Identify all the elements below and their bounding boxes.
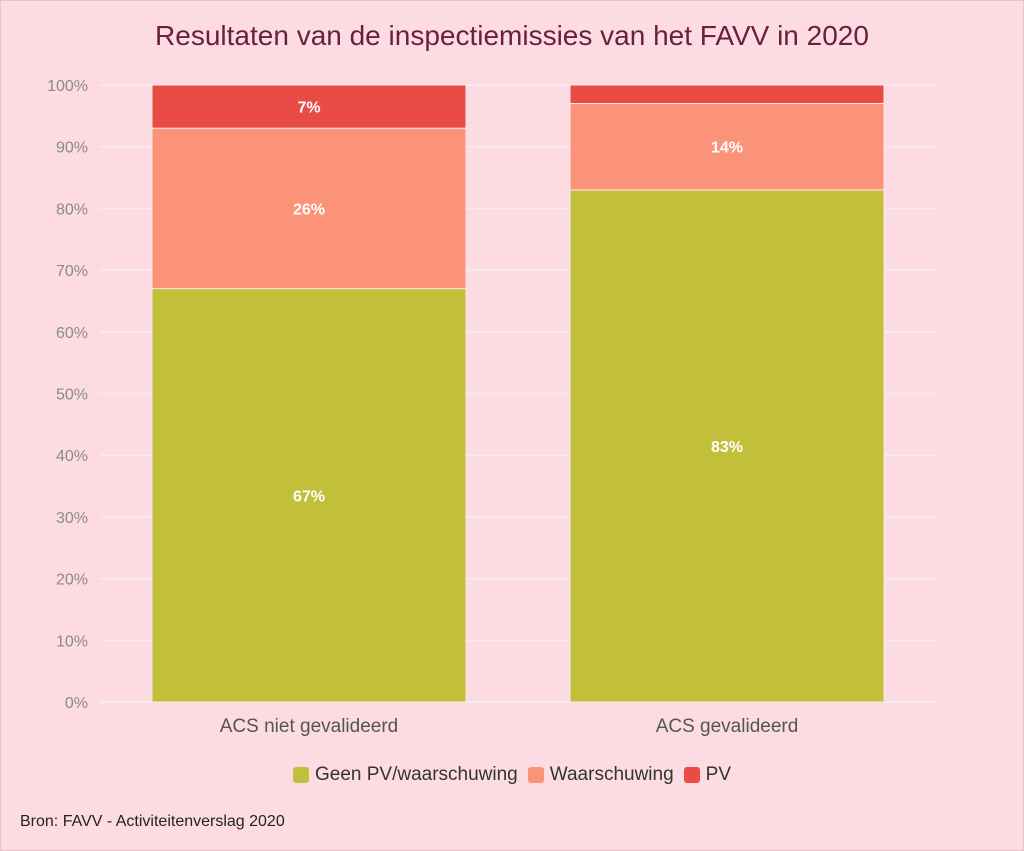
y-tick-label: 10%: [56, 633, 88, 650]
y-tick-label: 50%: [56, 387, 88, 404]
chart-title: Resultaten van de inspectiemissies van h…: [155, 20, 869, 51]
legend-label-waarschuwing: Waarschuwing: [549, 764, 674, 785]
data-label: 7%: [297, 100, 320, 117]
legend-item-pv[interactable]: PV: [683, 764, 732, 786]
legend-label-pv: PV: [705, 764, 732, 785]
data-label: 67%: [293, 488, 325, 505]
bar-segment: [569, 189, 885, 703]
bar-segment: [569, 84, 885, 105]
x-category-label: ACS gevalideerd: [656, 716, 799, 737]
legend-swatch-geen-pv: [292, 767, 309, 783]
y-tick-label: 60%: [56, 325, 88, 342]
bar-segment: [151, 288, 467, 703]
bar-segment: [569, 103, 885, 191]
legend-item-waarschuwing[interactable]: Waarschuwing: [527, 764, 674, 786]
legend-item-geen-pv[interactable]: Geen PV/waarschuwing: [292, 764, 518, 786]
x-category-label: ACS niet gevalideerd: [220, 716, 399, 737]
y-tick-label: 30%: [56, 510, 88, 527]
y-tick-label: 70%: [56, 263, 88, 280]
y-tick-label: 90%: [56, 140, 88, 157]
y-tick-label: 40%: [56, 448, 88, 465]
data-label: 14%: [711, 140, 743, 157]
data-label: 83%: [711, 439, 743, 456]
legend-swatch-pv: [683, 767, 700, 783]
data-label: 26%: [293, 201, 325, 218]
legend-label-geen-pv: Geen PV/waarschuwing: [314, 764, 518, 785]
source-note: Bron: FAVV - Activiteitenverslag 2020: [20, 813, 285, 830]
y-tick-label: 100%: [47, 78, 88, 95]
y-tick-label: 20%: [56, 572, 88, 589]
bar-segment: [151, 127, 467, 290]
bar-segment: [151, 84, 467, 129]
y-tick-label: 80%: [56, 201, 88, 218]
y-tick-label: 0%: [65, 695, 88, 712]
legend-swatch-waarschuwing: [527, 767, 544, 783]
chart-legend: Geen PV/waarschuwing Waarschuwing PV: [0, 764, 1024, 786]
